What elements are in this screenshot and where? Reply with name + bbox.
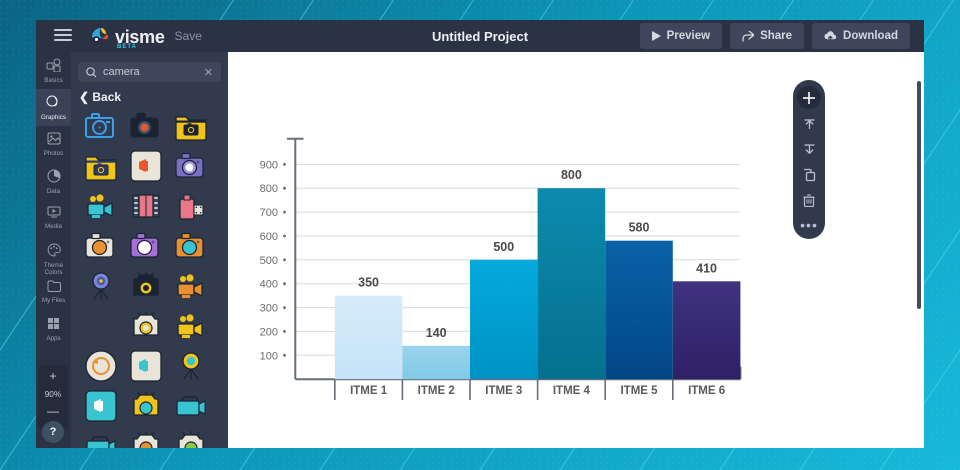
svg-text:580: 580 xyxy=(629,221,650,235)
svg-text:ITME 4: ITME 4 xyxy=(553,385,591,397)
svg-text:ITME 3: ITME 3 xyxy=(485,385,522,397)
svg-text:410: 410 xyxy=(696,261,717,275)
svg-text:ITME 2: ITME 2 xyxy=(418,385,455,397)
svg-text:300: 300 xyxy=(260,303,278,315)
svg-text:400: 400 xyxy=(260,279,278,291)
svg-text:500: 500 xyxy=(260,255,278,267)
svg-text:200: 200 xyxy=(260,326,278,338)
svg-text:800: 800 xyxy=(260,183,278,195)
svg-text:600: 600 xyxy=(260,231,278,243)
svg-text:140: 140 xyxy=(426,326,447,340)
svg-text:900: 900 xyxy=(260,159,278,171)
svg-text:ITME 5: ITME 5 xyxy=(620,385,658,397)
svg-text:800: 800 xyxy=(561,168,582,182)
svg-text:ITME 1: ITME 1 xyxy=(350,385,388,397)
svg-text:100: 100 xyxy=(260,350,278,362)
svg-text:700: 700 xyxy=(260,207,278,219)
svg-text:500: 500 xyxy=(493,240,514,254)
svg-text:350: 350 xyxy=(358,276,379,290)
svg-text:ITME 6: ITME 6 xyxy=(688,385,725,397)
